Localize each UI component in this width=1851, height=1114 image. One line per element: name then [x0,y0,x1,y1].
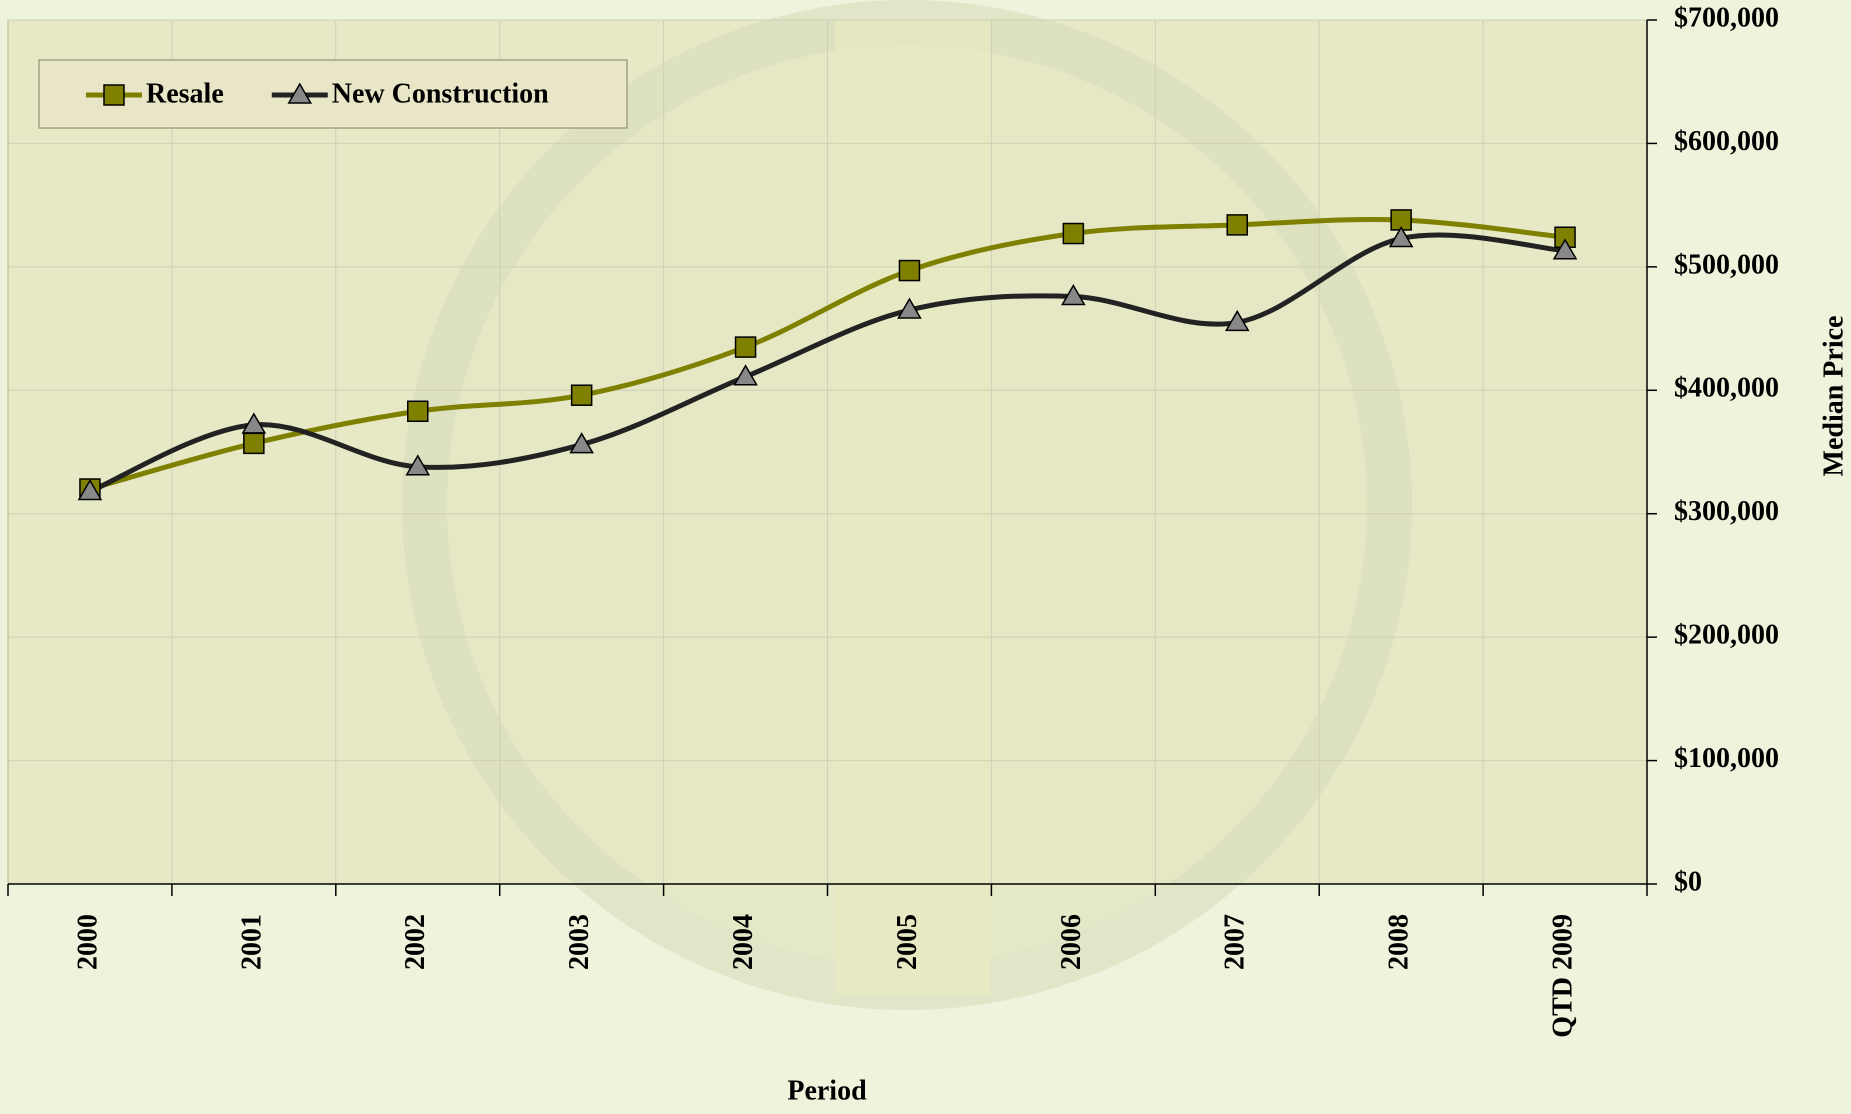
x-axis-label: Period [787,1075,867,1106]
x-tick-label: 2007 [1220,914,1251,970]
x-tick-label: 2000 [72,914,103,970]
marker [733,364,758,386]
legend-label: Resale [146,78,224,109]
x-tick-label: 2002 [400,914,431,970]
marker [570,384,593,406]
marker [1552,238,1578,260]
y-tick-label: $700,000 [1674,2,1779,33]
series-layer [77,209,1578,501]
marker [897,297,922,319]
x-tick-label: 2004 [728,914,759,970]
marker [405,454,431,476]
marker [103,84,125,106]
marker [1226,214,1248,236]
y-tick-label: $500,000 [1674,249,1779,280]
x-tick-label: 2008 [1384,914,1415,970]
legend-label: New Construction [332,78,549,109]
x-tick-label: 2001 [236,914,267,970]
x-tick-label: QTD 2009 [1547,914,1578,1038]
y-tick-label: $400,000 [1674,373,1779,404]
marker [898,259,921,282]
x-tick-label: 2005 [892,914,923,970]
series-line [89,232,1566,494]
marker [1062,222,1085,245]
series-line [89,216,1566,492]
marker [1224,309,1250,332]
marker [77,479,103,501]
y-tick-label: $0 [1674,866,1702,897]
y-tick-label: $600,000 [1674,126,1779,157]
marker [287,82,313,104]
y-tick-label: $200,000 [1674,620,1779,651]
marker [407,400,429,423]
marker [569,432,594,454]
x-tick-label: 2003 [564,914,595,970]
y-tick-label: $300,000 [1674,496,1779,527]
marker [734,336,757,358]
y-tick-label: $100,000 [1674,743,1779,774]
legend-items: Resale New Construction [86,78,549,109]
x-tick-label: 2006 [1056,914,1087,970]
y-axis-label: Median Price [1818,316,1849,477]
marker [243,432,265,455]
watermark [835,20,990,995]
marker [1388,225,1414,248]
marker [1061,283,1086,306]
grid [7,19,1657,896]
marker [241,412,267,434]
